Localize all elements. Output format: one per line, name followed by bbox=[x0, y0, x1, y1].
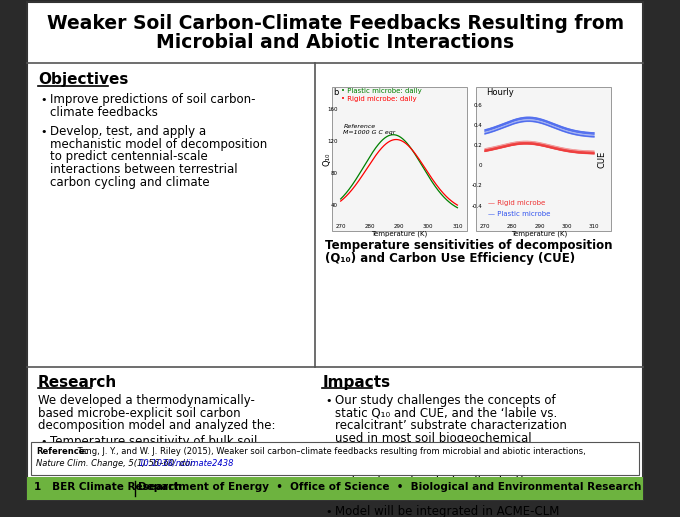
Text: • Rigid microbe: daily: • Rigid microbe: daily bbox=[341, 96, 416, 102]
Text: Standard methods to characterize: Standard methods to characterize bbox=[50, 477, 252, 491]
Text: Microbial and Abiotic Interactions: Microbial and Abiotic Interactions bbox=[156, 33, 514, 52]
Text: 290: 290 bbox=[394, 224, 405, 229]
Text: based microbe-explicit soil carbon: based microbe-explicit soil carbon bbox=[38, 406, 241, 420]
Text: CUE: CUE bbox=[597, 150, 606, 168]
Text: 10.1038/nclimate2438: 10.1038/nclimate2438 bbox=[139, 459, 235, 468]
Text: •: • bbox=[325, 464, 332, 474]
Text: •: • bbox=[41, 127, 47, 137]
Text: 300: 300 bbox=[562, 224, 572, 229]
Bar bbox=[31, 443, 639, 475]
Text: Temperature (K): Temperature (K) bbox=[371, 231, 427, 237]
Text: Improve predictions of soil carbon-: Improve predictions of soil carbon- bbox=[50, 93, 255, 106]
Text: -0.4: -0.4 bbox=[471, 204, 482, 208]
Text: •: • bbox=[41, 479, 47, 490]
Text: 80: 80 bbox=[331, 171, 338, 176]
Text: • Plastic microbe: daily: • Plastic microbe: daily bbox=[341, 88, 422, 94]
Bar bbox=[27, 477, 643, 500]
Text: •: • bbox=[325, 507, 332, 516]
Text: We developed a thermodynamically-: We developed a thermodynamically- bbox=[38, 394, 255, 407]
Text: Reference:: Reference: bbox=[36, 447, 88, 457]
Text: Objectives: Objectives bbox=[38, 72, 129, 87]
Text: b: b bbox=[333, 88, 339, 97]
Text: •: • bbox=[41, 437, 47, 447]
Text: Q₁₀: Q₁₀ bbox=[322, 153, 331, 166]
Text: 300: 300 bbox=[423, 224, 433, 229]
Text: 280: 280 bbox=[507, 224, 517, 229]
Text: climate feedbacks: climate feedbacks bbox=[50, 106, 158, 119]
Text: Develop, test, and apply a: Develop, test, and apply a bbox=[50, 125, 206, 138]
Text: 160: 160 bbox=[328, 107, 338, 112]
Text: interactions between terrestrial: interactions between terrestrial bbox=[50, 163, 237, 176]
Text: substrate ‘recalcitrance’: substrate ‘recalcitrance’ bbox=[50, 490, 194, 503]
Text: -0.2: -0.2 bbox=[471, 184, 482, 188]
Text: 0: 0 bbox=[479, 163, 482, 168]
Text: 310: 310 bbox=[452, 224, 462, 229]
Text: soil carbon-climate feedbacks than: soil carbon-climate feedbacks than bbox=[335, 475, 543, 488]
Text: Reference
M=1000 G C eqr: Reference M=1000 G C eqr bbox=[343, 124, 396, 135]
Text: 270: 270 bbox=[479, 224, 490, 229]
Text: — Rigid microbe: — Rigid microbe bbox=[488, 200, 545, 206]
Text: Model will be integrated in ACME-CLM: Model will be integrated in ACME-CLM bbox=[335, 505, 560, 517]
Text: Nature Clim. Change, 5(1):56–60. doi:: Nature Clim. Change, 5(1):56–60. doi: bbox=[36, 459, 195, 468]
Text: Temperature sensitivity of bulk soil: Temperature sensitivity of bulk soil bbox=[50, 435, 257, 448]
Text: — Plastic microbe: — Plastic microbe bbox=[488, 210, 551, 217]
Text: recalcitrant’ substrate characterization: recalcitrant’ substrate characterization bbox=[335, 419, 567, 432]
Text: 0.6: 0.6 bbox=[473, 102, 482, 108]
Text: Tang, J. Y., and W. J. Riley (2015), Weaker soil carbon–climate feedbacks result: Tang, J. Y., and W. J. Riley (2015), Wea… bbox=[75, 447, 586, 457]
Text: Our study challenges the concepts of: Our study challenges the concepts of bbox=[335, 394, 556, 407]
Text: models: models bbox=[335, 445, 378, 458]
Text: Impacts: Impacts bbox=[322, 375, 390, 390]
Text: We predict more variable but weaker: We predict more variable but weaker bbox=[335, 462, 555, 475]
Text: •: • bbox=[41, 95, 47, 105]
Text: Hourly: Hourly bbox=[487, 88, 514, 97]
Text: used in most soil biogeochemical: used in most soil biogeochemical bbox=[335, 432, 532, 445]
Text: carbon decomposition and microbial: carbon decomposition and microbial bbox=[50, 447, 265, 460]
Text: 290: 290 bbox=[534, 224, 545, 229]
Text: 1   BER Climate Research: 1 BER Climate Research bbox=[34, 482, 182, 492]
Text: 270: 270 bbox=[335, 224, 346, 229]
Text: Temperature sensitivities of decomposition: Temperature sensitivities of decompositi… bbox=[325, 239, 613, 252]
Bar bbox=[475, 87, 611, 231]
Text: carbon use efficiency (CUE): carbon use efficiency (CUE) bbox=[50, 460, 213, 473]
Text: 310: 310 bbox=[589, 224, 600, 229]
Text: 40: 40 bbox=[331, 203, 338, 208]
Text: mechanistic model of decomposition: mechanistic model of decomposition bbox=[50, 138, 267, 151]
Text: 0.4: 0.4 bbox=[473, 123, 482, 128]
Text: Weaker Soil Carbon-Climate Feedbacks Resulting from: Weaker Soil Carbon-Climate Feedbacks Res… bbox=[47, 13, 624, 33]
Text: (Q₁₀) and Carbon Use Efficiency (CUE): (Q₁₀) and Carbon Use Efficiency (CUE) bbox=[325, 252, 575, 265]
Text: Research: Research bbox=[38, 375, 117, 390]
Text: decomposition model and analyzed the:: decomposition model and analyzed the: bbox=[38, 419, 275, 432]
Bar bbox=[332, 87, 466, 231]
Text: •: • bbox=[325, 396, 332, 406]
Text: static Q₁₀ and CUE, and the ‘labile vs.: static Q₁₀ and CUE, and the ‘labile vs. bbox=[335, 406, 558, 420]
Text: Department of Energy  •  Office of Science  •  Biological and Environmental Rese: Department of Energy • Office of Science… bbox=[138, 482, 642, 492]
Text: to predict centennial-scale: to predict centennial-scale bbox=[50, 150, 207, 163]
Text: 0.2: 0.2 bbox=[473, 143, 482, 148]
Text: carbon cycling and climate: carbon cycling and climate bbox=[50, 176, 209, 189]
Text: 120: 120 bbox=[328, 139, 338, 144]
Text: 280: 280 bbox=[364, 224, 375, 229]
Text: current approaches: current approaches bbox=[335, 487, 450, 500]
Text: Temperature (K): Temperature (K) bbox=[511, 231, 568, 237]
